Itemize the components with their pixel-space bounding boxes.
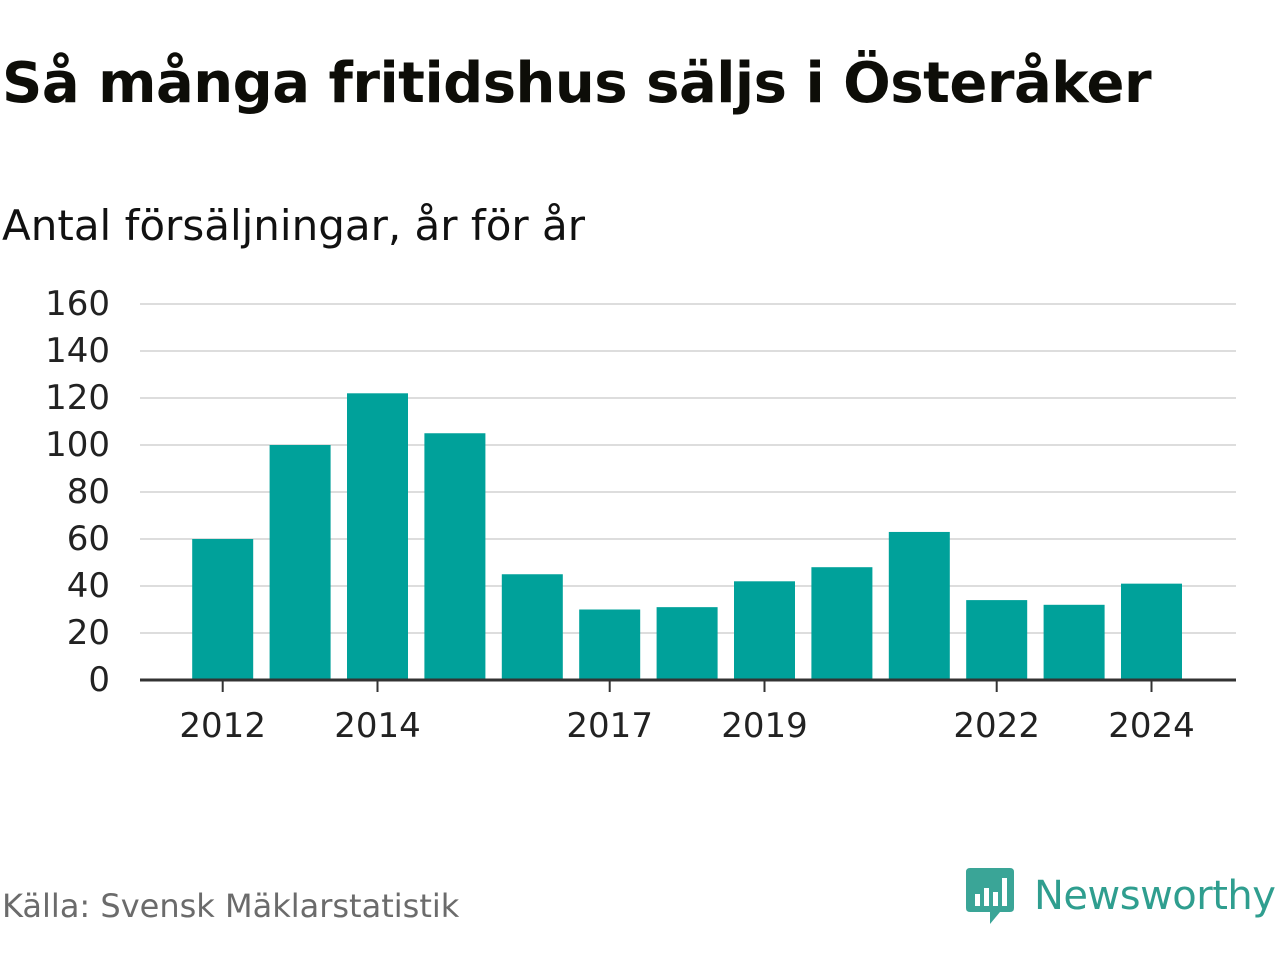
source-note: Källa: Svensk Mäklarstatistik [2,887,460,925]
y-tick-label: 120 [45,378,110,418]
y-tick-label: 40 [67,566,110,606]
bar-2020 [811,567,873,680]
x-tick-label: 2012 [179,706,266,746]
bar-2018 [656,607,718,680]
y-tick-label: 20 [67,613,110,653]
y-tick-label: 100 [45,425,110,465]
brand-name: Newsworthy [1034,873,1276,919]
x-tick-label: 2019 [721,706,808,746]
chart-title: Så många fritidshus säljs i Österåker [2,51,1152,116]
bar-2023 [1043,604,1105,680]
bar-2013 [269,445,331,680]
x-tick-label: 2022 [953,706,1040,746]
bar-2012 [192,539,254,680]
bar-2015 [424,433,486,680]
brand: Newsworthy [964,862,1276,930]
bar-2024 [1121,583,1182,680]
x-tick-label: 2024 [1108,706,1195,746]
bar-2019 [734,581,795,680]
y-tick-label: 160 [45,284,110,324]
newsworthy-logo-icon [966,868,1014,924]
bar-2021 [888,531,950,680]
y-tick-label: 140 [45,331,110,371]
y-tick-label: 80 [67,472,110,512]
chart-subtitle: Antal försäljningar, år för år [2,201,586,250]
bar-2016 [501,574,563,680]
bar-2022 [966,600,1028,680]
bar-2014 [347,393,408,680]
bar-2017 [579,609,641,680]
y-tick-label: 0 [88,660,110,700]
y-tick-label: 60 [67,519,110,559]
x-tick-label: 2017 [566,706,653,746]
x-tick-label: 2014 [334,706,421,746]
